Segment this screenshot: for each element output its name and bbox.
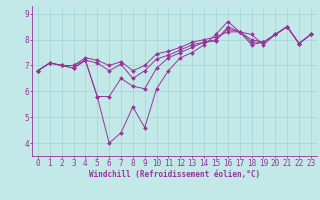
X-axis label: Windchill (Refroidissement éolien,°C): Windchill (Refroidissement éolien,°C) <box>89 170 260 179</box>
